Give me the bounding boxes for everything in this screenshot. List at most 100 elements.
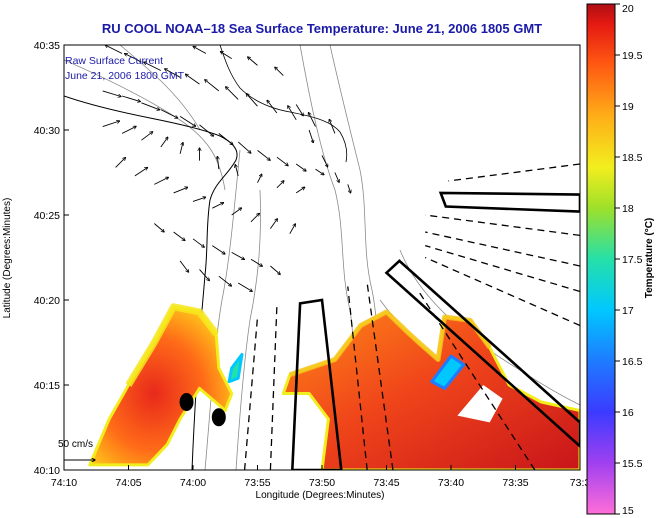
current-arrow-51 bbox=[270, 265, 280, 274]
current-arrow-20 bbox=[257, 150, 271, 160]
colorbar-tick-label-9: 19.5 bbox=[622, 50, 643, 62]
colorbar-tick-label-2: 16 bbox=[622, 407, 634, 419]
current-arrow-19 bbox=[237, 141, 251, 153]
y-tick-label-0: 40:35 bbox=[34, 40, 60, 52]
current-arrow-37 bbox=[154, 177, 168, 185]
current-arrow-22 bbox=[295, 163, 306, 171]
current-arrow-13 bbox=[121, 95, 140, 102]
colorbar-tick-label-8: 19 bbox=[622, 101, 634, 113]
dashed-line-6 bbox=[425, 244, 580, 293]
legend-current-time: June 21, 2006 1800 GMT bbox=[65, 70, 185, 82]
channel-outline-2 bbox=[438, 191, 580, 213]
current-arrow-54 bbox=[218, 275, 232, 286]
current-arrow-28 bbox=[179, 143, 183, 154]
dashed-line-7 bbox=[425, 231, 580, 267]
current-arrow-24 bbox=[102, 121, 120, 128]
x-tick-label-3: 73:55 bbox=[244, 477, 270, 489]
y-tick-label-3: 40:20 bbox=[34, 295, 60, 307]
x-tick-label-0: 74:10 bbox=[51, 477, 77, 489]
x-tick-label-8: 73:3 bbox=[570, 477, 591, 489]
current-arrow-43 bbox=[270, 219, 277, 229]
current-arrow-2 bbox=[144, 62, 162, 71]
current-arrow-32 bbox=[257, 174, 262, 183]
marker-dot-0 bbox=[179, 393, 194, 411]
colorbar-label: Temperature (°C) bbox=[644, 218, 655, 299]
current-arrow-60 bbox=[347, 184, 351, 192]
colorbar-tick-label-3: 16.5 bbox=[622, 356, 643, 368]
sst-field bbox=[88, 303, 580, 470]
current-arrow-49 bbox=[231, 252, 245, 259]
channel-outline-0 bbox=[290, 298, 343, 470]
current-arrow-17 bbox=[199, 124, 214, 136]
current-arrow-12 bbox=[102, 90, 121, 97]
y-tick-label-1: 40:30 bbox=[34, 125, 60, 137]
current-arrow-61 bbox=[193, 47, 207, 54]
current-arrow-62 bbox=[221, 52, 232, 59]
current-arrow-35 bbox=[115, 158, 126, 168]
scale-label: 50 cm/s bbox=[58, 439, 93, 450]
current-arrow-14 bbox=[141, 102, 159, 110]
current-arrow-11 bbox=[329, 119, 336, 134]
current-arrow-44 bbox=[289, 224, 296, 234]
current-arrow-15 bbox=[160, 109, 178, 118]
current-arrow-50 bbox=[250, 258, 262, 266]
current-arrow-46 bbox=[173, 231, 185, 240]
current-arrow-41 bbox=[231, 208, 242, 216]
colorbar-tick-label-4: 17 bbox=[622, 305, 634, 317]
dashed-line-8 bbox=[425, 214, 580, 237]
y-tick-label-4: 40:15 bbox=[34, 380, 60, 392]
current-arrow-30 bbox=[217, 157, 218, 170]
current-arrow-0 bbox=[105, 45, 123, 54]
y-axis-label: Latitude (Degrees:Minutes) bbox=[2, 198, 13, 319]
colorbar-ticks: 15 15.5 16 16.5 17 17.5 18 18.5 19 19.5 20 bbox=[615, 3, 643, 517]
current-arrow-5 bbox=[205, 80, 220, 92]
overlay-layer bbox=[179, 163, 580, 470]
dashed-line-9 bbox=[448, 163, 580, 182]
x-axis-label: Longitude (Degrees:Minutes) bbox=[256, 490, 385, 501]
y-tick-label-5: 40:10 bbox=[34, 465, 60, 477]
dashed-line-2 bbox=[347, 286, 368, 470]
x-tick-label-2: 74:00 bbox=[180, 477, 206, 489]
sst-region-east-cold-fringe bbox=[430, 354, 466, 390]
colorbar-tick-label-0: 15 bbox=[622, 505, 634, 517]
y-axis: 40:35 40:30 40:25 40:20 40:15 40:10 bbox=[34, 40, 69, 477]
y-tick-label-2: 40:25 bbox=[34, 210, 60, 222]
channel-outline-1 bbox=[384, 259, 580, 448]
coastline-upper bbox=[219, 45, 348, 163]
x-tick-label-5: 73:45 bbox=[373, 477, 399, 489]
current-arrow-40 bbox=[212, 203, 223, 209]
sst-fringe-east bbox=[288, 309, 492, 378]
current-arrow-27 bbox=[160, 137, 168, 148]
x-tick-label-7: 73:35 bbox=[502, 477, 528, 489]
current-arrow-4 bbox=[186, 74, 200, 85]
colorbar-tick-label-1: 15.5 bbox=[622, 458, 643, 470]
colorbar bbox=[586, 3, 616, 515]
current-arrow-52 bbox=[179, 260, 188, 272]
current-arrow-16 bbox=[179, 116, 195, 126]
current-arrow-59 bbox=[334, 172, 339, 183]
current-arrow-23 bbox=[315, 168, 324, 175]
current-arrow-3 bbox=[165, 69, 181, 78]
current-arrow-18 bbox=[218, 133, 233, 144]
current-arrow-9 bbox=[288, 106, 297, 121]
current-arrow-53 bbox=[199, 269, 210, 280]
current-arrow-7 bbox=[246, 94, 258, 107]
current-arrow-21 bbox=[276, 156, 288, 165]
current-arrow-6 bbox=[226, 87, 239, 100]
current-arrow-64 bbox=[275, 67, 284, 76]
dashed-line-0 bbox=[269, 306, 278, 470]
current-arrow-25 bbox=[121, 126, 136, 134]
legend-raw-current: Raw Surface Current bbox=[65, 55, 163, 67]
current-arrow-34 bbox=[295, 187, 304, 194]
current-arrow-48 bbox=[212, 245, 225, 254]
x-tick-label-4: 73:50 bbox=[309, 477, 335, 489]
cloud-gap-0 bbox=[457, 385, 503, 423]
dashed-line-1 bbox=[243, 316, 259, 470]
current-arrow-57 bbox=[308, 129, 313, 143]
sst-region-middle bbox=[227, 352, 244, 384]
current-arrow-36 bbox=[134, 168, 148, 177]
current-arrow-8 bbox=[267, 100, 278, 114]
current-arrow-33 bbox=[276, 181, 284, 189]
sst-fringe-west bbox=[125, 303, 219, 387]
